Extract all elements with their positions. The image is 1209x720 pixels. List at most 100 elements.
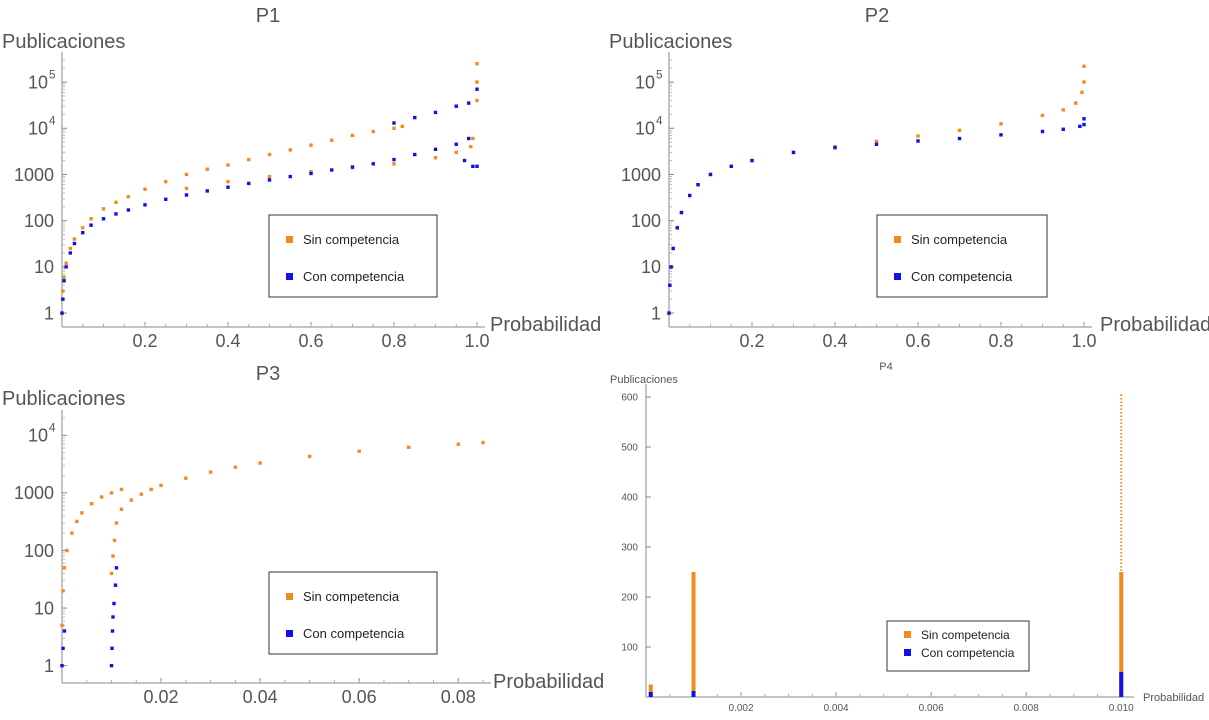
legend-label: Sin competencia xyxy=(911,232,1008,247)
data-point xyxy=(205,189,209,193)
legend-swatch xyxy=(904,631,911,638)
x-tick-label: 0.02 xyxy=(144,687,179,707)
y-tick-label: 300 xyxy=(621,543,638,554)
y-tick-label: 100 xyxy=(24,541,54,561)
legend-label: Sin competencia xyxy=(303,589,400,604)
x-tick-label: 0.6 xyxy=(905,331,930,351)
data-point xyxy=(1082,122,1086,127)
data-point xyxy=(61,646,65,651)
legend-swatch xyxy=(894,236,901,243)
data-point xyxy=(62,629,67,633)
data-bar xyxy=(691,572,696,697)
y-tick-label: 10 xyxy=(34,598,54,618)
data-point xyxy=(729,164,733,169)
y-tick-label: 10 xyxy=(34,257,54,277)
legend-label: Con competencia xyxy=(911,269,1013,284)
y-tick-label: 100 xyxy=(24,211,54,231)
data-point xyxy=(957,128,962,133)
y-tick-label: 1000 xyxy=(621,165,661,185)
y-tick-label: 10 xyxy=(28,72,48,92)
data-point xyxy=(916,134,920,138)
data-point xyxy=(119,507,124,511)
data-point xyxy=(75,519,79,524)
data-point xyxy=(129,498,134,502)
data-point xyxy=(99,495,104,499)
legend-label: Con competencia xyxy=(303,269,405,284)
y-tick-label: 1000 xyxy=(14,483,54,503)
chart-title: P1 xyxy=(256,5,280,27)
data-point xyxy=(668,283,672,287)
data-point xyxy=(61,289,65,293)
x-tick-label: 1.0 xyxy=(1071,331,1096,351)
data-point xyxy=(454,142,458,146)
data-point xyxy=(999,133,1003,137)
data-point xyxy=(350,165,355,169)
panel-p3: P3 Publicaciones Probabilidad 0.02 0.04 0.06 0… xyxy=(2,363,604,707)
data-point xyxy=(184,193,189,197)
data-point xyxy=(226,179,230,184)
chart-title: P4 xyxy=(879,361,892,373)
data-point xyxy=(467,101,471,105)
data-point xyxy=(708,172,713,177)
data-point xyxy=(247,157,251,162)
data-point xyxy=(688,193,692,198)
data-point xyxy=(1040,113,1045,118)
data-point xyxy=(62,279,66,283)
data-point xyxy=(413,115,417,120)
y-axis-label: Publicaciones xyxy=(2,388,125,410)
data-point xyxy=(669,265,673,269)
data-point xyxy=(675,226,679,230)
x-axis-label: Probabilidad xyxy=(1143,692,1204,704)
x-axis-label: Probabilidad xyxy=(493,671,604,693)
data-point xyxy=(1074,101,1078,105)
data-point xyxy=(164,197,168,202)
data-point xyxy=(1082,80,1086,84)
y-tick-label: 10 xyxy=(641,257,661,277)
data-point xyxy=(407,445,411,449)
data-point xyxy=(184,476,188,480)
x-tick-label: 0.4 xyxy=(215,331,240,351)
data-point xyxy=(62,566,67,570)
data-point xyxy=(1080,90,1084,94)
data-point xyxy=(111,615,115,619)
y-tick-label: 600 xyxy=(621,393,638,404)
data-point xyxy=(208,470,213,474)
data-point xyxy=(81,226,85,230)
data-point xyxy=(119,487,124,492)
data-point xyxy=(307,454,312,459)
panel-p2: P2 Publicaciones Probabilidad 0.2 0.4 0.6 0.8 1… xyxy=(609,5,1209,351)
data-point xyxy=(114,200,118,204)
data-point xyxy=(957,136,962,141)
data-point xyxy=(392,126,396,130)
y-tick-label: 10 xyxy=(635,72,655,92)
x-tick-label: 0.8 xyxy=(988,331,1013,351)
legend-box xyxy=(268,571,438,655)
x-tick-label: 0.08 xyxy=(441,687,476,707)
data-point xyxy=(109,571,114,576)
data-point xyxy=(184,186,189,191)
data-point xyxy=(330,138,334,142)
panel-p4: P4 Publicaciones Probabilidad 0.002 0.004 0.0… xyxy=(610,361,1204,714)
y-tick-exponent: 5 xyxy=(656,68,663,81)
data-point xyxy=(60,623,64,628)
data-point xyxy=(471,164,475,169)
legend-swatch xyxy=(894,273,901,280)
data-point xyxy=(392,162,396,166)
data-point xyxy=(61,589,65,593)
data-point xyxy=(64,265,68,269)
data-point xyxy=(101,207,106,211)
y-tick-label: 10 xyxy=(28,426,48,446)
data-point xyxy=(671,246,675,251)
data-point xyxy=(126,208,131,212)
data-point xyxy=(433,110,438,115)
data-point xyxy=(139,492,143,496)
chart-title: P2 xyxy=(865,5,889,27)
legend-swatch xyxy=(286,273,293,280)
data-point xyxy=(1082,117,1086,121)
data-point xyxy=(874,142,879,146)
data-point xyxy=(469,144,473,149)
x-tick-label: 0.2 xyxy=(132,331,157,351)
data-point xyxy=(226,163,230,167)
data-point xyxy=(267,174,272,179)
